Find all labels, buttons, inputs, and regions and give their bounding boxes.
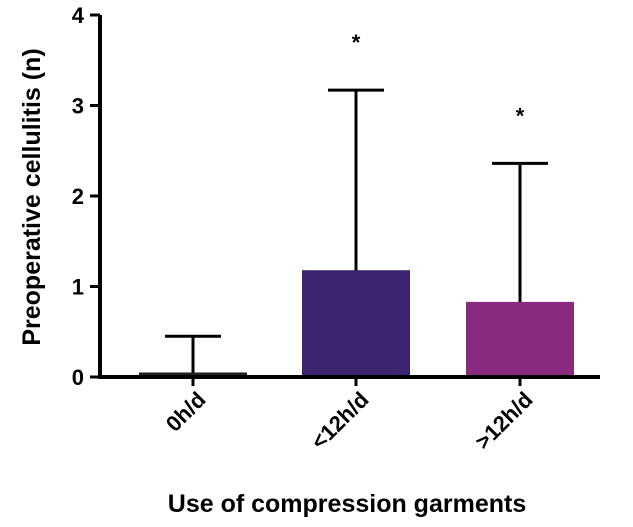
y-tick-label-2: 2 — [72, 184, 84, 209]
significance-marker-2: * — [516, 103, 525, 128]
x-tick-label-1: <12h/d — [306, 387, 373, 454]
x-tick-label-2: >12h/d — [470, 387, 537, 454]
y-tick-label-4: 4 — [72, 3, 85, 28]
plot-area: 0h/d * <12h/d * >12h/d 0 1 2 3 4 — [72, 3, 600, 454]
y-tick-label-1: 1 — [72, 275, 84, 300]
x-tick-label-0: 0h/d — [161, 387, 211, 437]
bar-0 — [139, 372, 247, 377]
significance-marker-1: * — [352, 30, 361, 55]
y-axis-title: Preoperative cellulitis (n) — [18, 48, 46, 345]
bar-2 — [466, 301, 574, 377]
y-tick-label-0: 0 — [72, 365, 84, 390]
x-axis-title: Use of compression garments — [168, 490, 526, 518]
y-tick-label-3: 3 — [72, 94, 84, 119]
bar-1 — [302, 270, 410, 377]
